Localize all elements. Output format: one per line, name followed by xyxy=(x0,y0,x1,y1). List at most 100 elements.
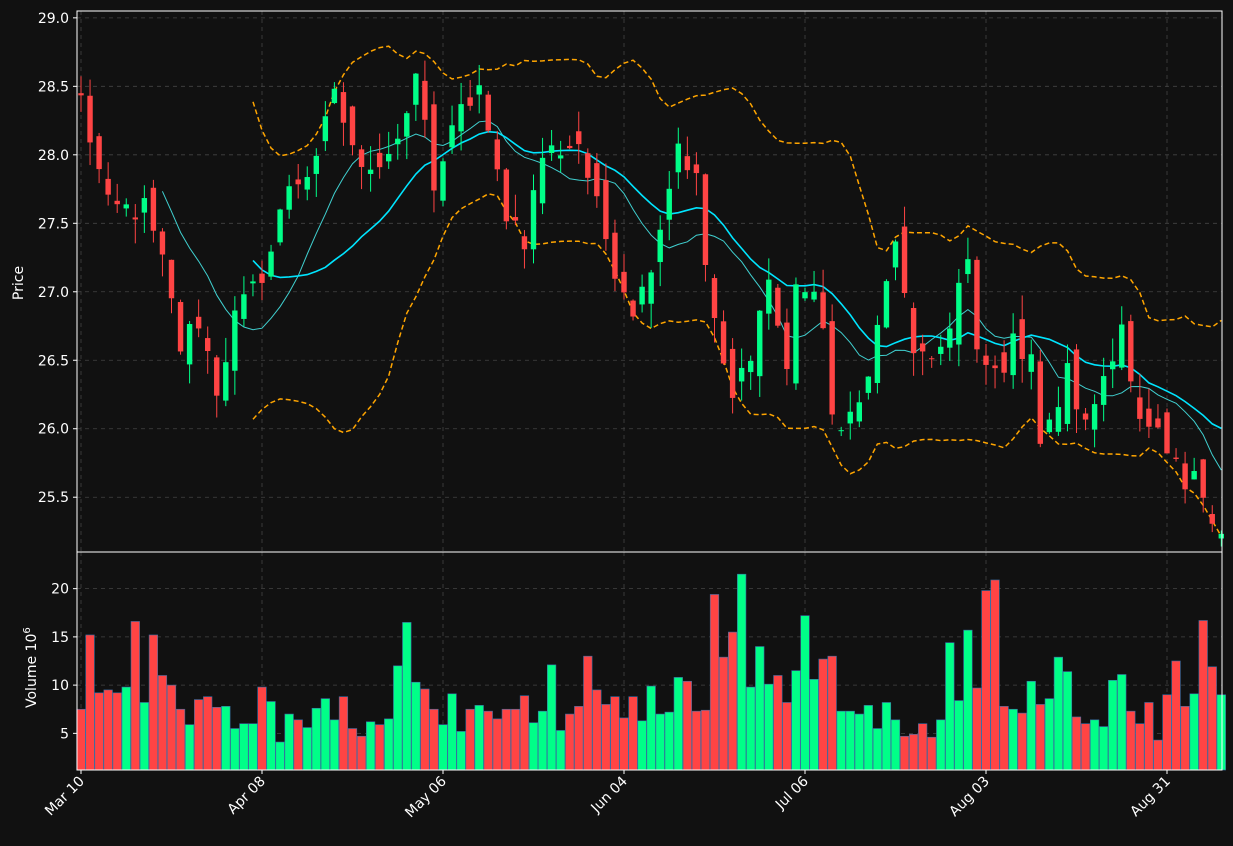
candle-body xyxy=(295,179,301,185)
candle-body xyxy=(811,291,817,300)
volume-bar xyxy=(1117,674,1127,771)
volume-bar xyxy=(483,710,493,771)
volume-bar xyxy=(248,723,258,771)
candle-body xyxy=(919,343,926,352)
candle-body xyxy=(901,226,908,294)
candle-body xyxy=(476,85,482,95)
volume-tick-label: 5 xyxy=(60,726,69,742)
candle-body xyxy=(757,310,763,377)
candle-body xyxy=(594,163,600,197)
price-y-ticks: 25.5 26.0 26.5 27.0 27.5 28.0 28.5 29.0 xyxy=(38,11,77,506)
volume-bar xyxy=(185,724,195,771)
candle-body xyxy=(874,324,881,384)
candle-body xyxy=(1119,324,1125,368)
volume-bar xyxy=(818,658,828,771)
volume-bar xyxy=(302,727,312,771)
volume-bar xyxy=(356,735,367,771)
candle-body xyxy=(956,282,962,345)
candle-body xyxy=(865,376,872,393)
candle-body xyxy=(485,94,491,131)
volume-bar xyxy=(1162,694,1172,771)
candle-body xyxy=(449,125,455,148)
moving-averages xyxy=(161,120,1222,471)
volume-bar xyxy=(990,579,1000,771)
candle-body xyxy=(250,281,256,284)
volume-bar xyxy=(239,723,249,771)
candle-body xyxy=(992,365,998,369)
volume-bar xyxy=(420,688,430,771)
candle-body xyxy=(530,190,537,250)
candle-body xyxy=(1182,463,1188,490)
candle-body xyxy=(1037,361,1043,444)
volume-bar xyxy=(474,705,484,771)
candle-body xyxy=(684,156,691,171)
volume-bar xyxy=(737,573,747,771)
volume-panel-frame xyxy=(76,551,1223,771)
volume-bar xyxy=(311,707,321,771)
candle-body xyxy=(1082,413,1089,420)
candle-body xyxy=(349,106,356,146)
volume-bar xyxy=(1135,723,1145,771)
candle-body xyxy=(802,292,808,299)
volume-bar xyxy=(1126,710,1136,771)
volume-bar xyxy=(791,670,801,771)
candle-body xyxy=(702,174,709,266)
candle-body xyxy=(1218,533,1224,539)
volume-bar xyxy=(782,702,792,771)
volume-bar xyxy=(574,706,584,771)
candle-body xyxy=(603,180,609,240)
price-tick-label: 28.0 xyxy=(38,148,69,164)
volume-bar xyxy=(945,642,955,771)
volume-bar xyxy=(700,709,711,771)
candle-body xyxy=(268,251,274,277)
volume-bar xyxy=(157,675,168,771)
candle-body xyxy=(340,92,347,123)
volume-tick-label: 10 xyxy=(51,678,69,694)
candle-body xyxy=(820,292,826,329)
candle-body xyxy=(1173,457,1179,459)
volume-bar xyxy=(1189,693,1199,771)
candle-body xyxy=(729,348,736,398)
volume-bar xyxy=(85,634,95,771)
volume-bar xyxy=(863,705,873,771)
candle-body xyxy=(883,281,890,328)
volume-bar xyxy=(411,681,421,771)
candle-body xyxy=(711,278,718,319)
volume-bar xyxy=(836,710,846,771)
volume-bar xyxy=(320,698,330,771)
candle-body xyxy=(793,284,799,384)
candle-body xyxy=(1146,408,1152,427)
volume-bar xyxy=(1017,712,1027,771)
volume-bar xyxy=(565,713,575,771)
candle-body xyxy=(277,209,283,243)
candle-body xyxy=(557,155,564,159)
candle-body xyxy=(766,279,772,314)
volume-bar xyxy=(103,689,113,771)
volume-bar xyxy=(1080,723,1091,771)
candle-body xyxy=(512,217,519,221)
candle-body xyxy=(585,153,591,178)
candle-body xyxy=(1010,333,1016,376)
candlesticks xyxy=(78,60,1224,547)
candle-body xyxy=(376,152,383,168)
candle-body xyxy=(775,287,781,326)
candle-body xyxy=(422,80,428,120)
candle-body xyxy=(657,229,663,263)
volume-bar xyxy=(1144,702,1154,771)
volume-bar xyxy=(972,687,982,771)
candle-body xyxy=(929,358,935,360)
candle-body xyxy=(838,430,844,432)
candle-body xyxy=(847,411,853,424)
candle-body xyxy=(132,217,138,220)
volume-bar xyxy=(709,594,720,771)
candle-body xyxy=(214,357,220,396)
candle-body xyxy=(304,177,310,190)
candle-body xyxy=(675,143,681,173)
candle-body xyxy=(1164,412,1170,454)
volume-bar xyxy=(927,736,937,771)
volume-bar xyxy=(954,700,964,771)
volume-bar xyxy=(266,701,276,771)
volume-bar xyxy=(94,692,104,771)
volume-axis-label-text: Volume 106 xyxy=(22,627,40,708)
